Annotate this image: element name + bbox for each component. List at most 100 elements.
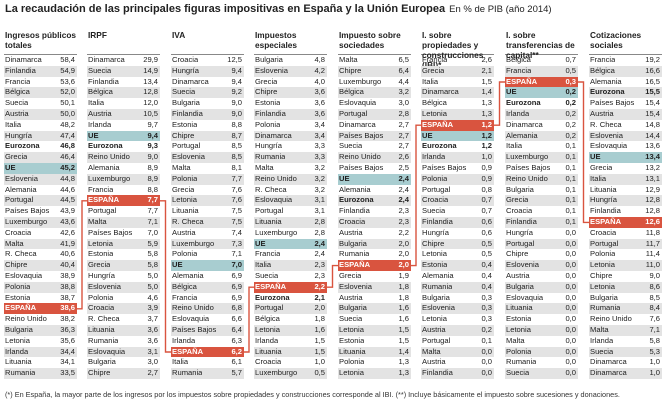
country-name: Hungría	[590, 195, 618, 205]
value-label: 6,2	[231, 346, 242, 356]
country-name: Bélgica	[422, 98, 447, 108]
value-label: 5,7	[231, 368, 242, 378]
country-name: R. Checa	[590, 119, 622, 129]
country-name: Luxemburgo	[88, 173, 131, 183]
table-row: Rumania 3,3	[254, 152, 327, 163]
value-label: 2,1	[314, 292, 325, 302]
country-name: Austria	[422, 324, 446, 334]
value-label: 47,4	[60, 130, 75, 140]
table-row: Portugal 0,1	[421, 336, 494, 347]
value-label: 0,2	[565, 98, 576, 108]
table-row: Bulgaria 2,0	[338, 238, 411, 250]
tax-column: Impuestos especiales Bulgaria 4,8 Eslovenia…	[254, 30, 327, 379]
table-row: Austria 1,8	[338, 293, 411, 304]
country-name: Francia	[506, 65, 532, 75]
spain-connector	[244, 286, 254, 353]
table-row: R. Checa 7,5	[171, 216, 244, 228]
table-row: Luxemburgo 43,6	[4, 216, 77, 228]
value-label: 0,5	[314, 368, 325, 378]
country-name: Eslovenia	[172, 152, 205, 162]
table-row: Suecia 50,1	[4, 98, 77, 109]
table-row: Bélgica 0,7	[505, 55, 578, 66]
country-name: Eslovaquia	[339, 98, 377, 108]
table-row: Austria 10,5	[87, 108, 160, 120]
country-name: Rumania	[255, 152, 286, 162]
country-name: Letonia	[255, 324, 280, 334]
row-eu: UE 45,2	[4, 162, 77, 174]
column-header: IRPF	[87, 30, 160, 55]
value-label: 0,6	[481, 216, 492, 226]
country-name: Irlanda	[172, 335, 196, 345]
value-label: 0,0	[565, 260, 576, 270]
value-label: 6,9	[231, 270, 242, 280]
value-label: 1,4	[481, 87, 492, 97]
country-name: Francia	[88, 184, 114, 194]
country-name: Austria	[590, 108, 614, 118]
country-name: Irlanda	[88, 119, 112, 129]
country-name: Eslovaquia	[172, 314, 210, 324]
value-label: 12,8	[645, 206, 660, 216]
value-label: 38,6	[60, 303, 75, 313]
value-label: 7,5	[231, 206, 242, 216]
country-name: Polonia	[255, 119, 281, 129]
value-label: 2,7	[398, 141, 409, 151]
value-label: 2,3	[398, 216, 409, 226]
value-label: 15,4	[645, 98, 660, 108]
table-row: Francia 6,9	[171, 293, 244, 304]
country-name: Bulgaria	[422, 292, 450, 302]
value-label: 4,2	[314, 65, 325, 75]
country-name: ESPAÑA	[5, 303, 37, 313]
value-label: 6,1	[231, 357, 242, 367]
table-row: Chipre 40,4	[4, 260, 77, 271]
value-label: 5,0	[147, 270, 158, 280]
table-row: Eslovenia 14,4	[589, 130, 662, 142]
country-name: UE	[88, 130, 99, 140]
value-label: 1,3	[398, 357, 409, 367]
country-name: UE	[590, 152, 601, 162]
table-row: Finlandia 3,6	[254, 108, 327, 120]
table-row: Bulgaria 3,0	[87, 357, 160, 368]
table-row: Países Bajos 7,0	[87, 228, 160, 239]
value-label: 9,0	[147, 152, 158, 162]
table-row: Bulgaria 0,3	[421, 293, 494, 304]
table-row: Lituania 1,5	[254, 346, 327, 358]
table-row: Eslovenia 0,0	[505, 260, 578, 271]
country-name: Alemania	[422, 270, 454, 280]
value-label: 3,6	[147, 324, 158, 334]
table-row: Reino Unido 3,2	[254, 173, 327, 185]
value-label: 7,6	[231, 195, 242, 205]
country-name: Suecia	[590, 346, 614, 356]
country-name: Polonia	[590, 249, 616, 259]
country-name: Italia	[422, 76, 439, 86]
value-label: 43,9	[60, 206, 75, 216]
table-row: Austria 15,4	[589, 108, 662, 120]
value-label: 3,3	[314, 152, 325, 162]
country-name: Chipre	[506, 249, 529, 259]
value-label: 1,5	[481, 76, 492, 86]
country-name: Francia	[255, 249, 281, 259]
table-row: Rumania 8,4	[589, 303, 662, 315]
table-row: Estonia 0,0	[505, 314, 578, 325]
table-row: Eurozona 15,5	[589, 87, 662, 99]
table-row: Rumania 33,5	[4, 368, 77, 379]
value-label: 2,7	[398, 130, 409, 140]
country-name: Letonia	[506, 324, 531, 334]
table-row: Croacia 0,7	[421, 195, 494, 207]
value-label: 1,4	[398, 346, 409, 356]
country-name: Polonia	[88, 292, 114, 302]
column-header: Ingresos públicos totales	[4, 30, 77, 55]
country-name: Bélgica	[88, 87, 113, 97]
country-name: Bélgica	[255, 314, 280, 324]
value-label: 53,6	[60, 76, 75, 86]
table-row: Chipre 9,0	[589, 271, 662, 282]
value-label: 7,1	[231, 249, 242, 259]
value-label: 44,5	[60, 195, 75, 205]
table-row: Alemania 0,4	[421, 271, 494, 282]
country-name: Luxemburgo	[5, 216, 48, 226]
row-eu: UE 0,2	[505, 87, 578, 99]
table-row: Italia 13,1	[589, 173, 662, 185]
value-label: 2,0	[398, 249, 409, 259]
value-label: 4,6	[147, 292, 158, 302]
value-label: 3,9	[147, 303, 158, 313]
country-name: Hungría	[506, 227, 534, 237]
